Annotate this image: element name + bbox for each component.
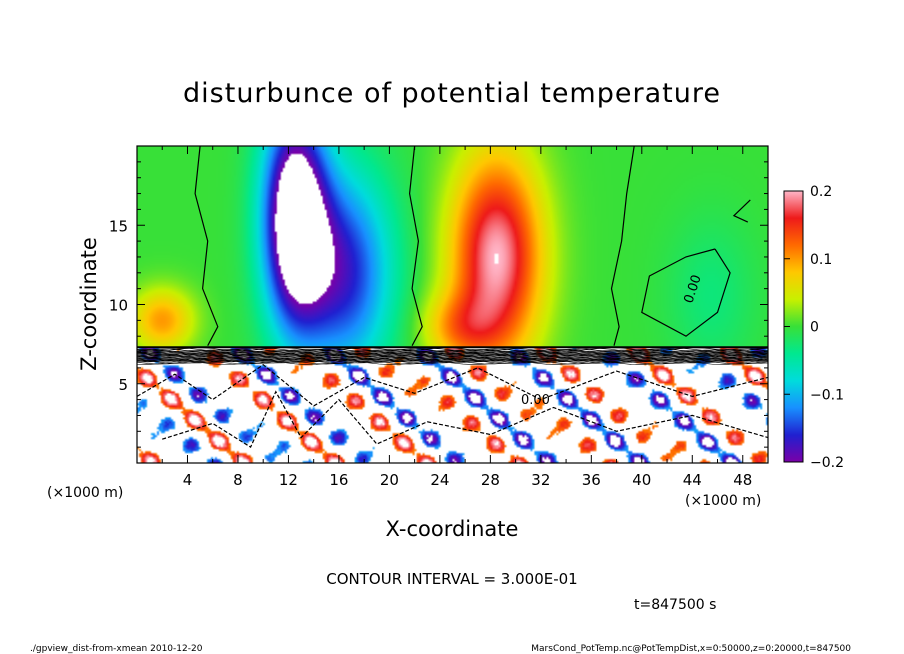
x-tick-label: 12 <box>279 471 298 489</box>
y-tick-label: 15 <box>109 217 128 235</box>
x-axis: 4 8 12 16 20 24 28 32 36 40 44 48 <box>161 146 769 489</box>
time-stamp: t=847500 s <box>634 597 716 613</box>
lower-noise-region <box>136 346 769 365</box>
contour-line <box>136 363 769 407</box>
turbulence-line <box>136 360 769 365</box>
turbulence-line <box>136 352 769 357</box>
x-tick-label: 28 <box>481 471 500 489</box>
colorbar-tick-label: 0.1 <box>810 252 832 268</box>
turbulence-line <box>136 348 769 353</box>
x-tick-label: 36 <box>582 471 601 489</box>
y-tick-label: 10 <box>109 297 128 315</box>
turbulence-line <box>136 348 769 353</box>
contour-line <box>194 145 219 346</box>
x-tick-label: 40 <box>632 471 651 489</box>
y-axis: 5 10 15 <box>109 161 768 448</box>
y-unit-label: (×1000 m) <box>47 485 123 501</box>
contour-line <box>162 390 769 448</box>
contour-line <box>732 199 751 223</box>
x-unit-label: (×1000 m) <box>685 493 761 509</box>
x-tick-label: 8 <box>233 471 243 489</box>
contour-label-lower: 0.00 <box>521 393 550 408</box>
colorbar-tick-label: 0.2 <box>810 184 832 200</box>
contour-line <box>641 248 731 337</box>
y-axis-label: Z-coordinate <box>77 237 101 371</box>
contour-line <box>610 145 635 346</box>
heatmap-field <box>137 146 768 463</box>
turbulence-line <box>136 361 768 365</box>
contour-line <box>408 145 423 346</box>
x-tick-label: 32 <box>531 471 550 489</box>
colorbar-tick-label: 0 <box>810 320 819 336</box>
x-tick-label: 24 <box>430 471 449 489</box>
x-axis-label: X-coordinate <box>386 517 519 541</box>
y-tick-label: 5 <box>118 376 128 394</box>
colorbar-tick-label: −0.2 <box>810 455 844 471</box>
x-tick-label: 16 <box>329 471 348 489</box>
turbulence-line <box>136 351 769 356</box>
turbulence-line <box>136 359 769 364</box>
contour-lines <box>136 145 769 448</box>
colorbar-tick-label: −0.1 <box>810 387 844 403</box>
footer-left: ./gpview_dist-from-xmean 2010-12-20 <box>30 644 203 654</box>
turbulence-line <box>136 350 769 354</box>
x-tick-label: 44 <box>683 471 702 489</box>
turbulence-line <box>136 353 769 358</box>
x-tick-label: 20 <box>380 471 399 489</box>
x-tick-label: 48 <box>733 471 752 489</box>
chart-title: disturbunce of potential temperature <box>183 78 721 109</box>
colorbar-ticks: 0.2 0.1 0 −0.1 −0.2 <box>784 184 844 471</box>
footer-right: MarsCond_PotTemp.nc@PotTempDist,x=0:5000… <box>531 644 851 654</box>
contour-interval: CONTOUR INTERVAL = 3.000E-01 <box>326 570 577 588</box>
x-tick-label: 4 <box>183 471 193 489</box>
